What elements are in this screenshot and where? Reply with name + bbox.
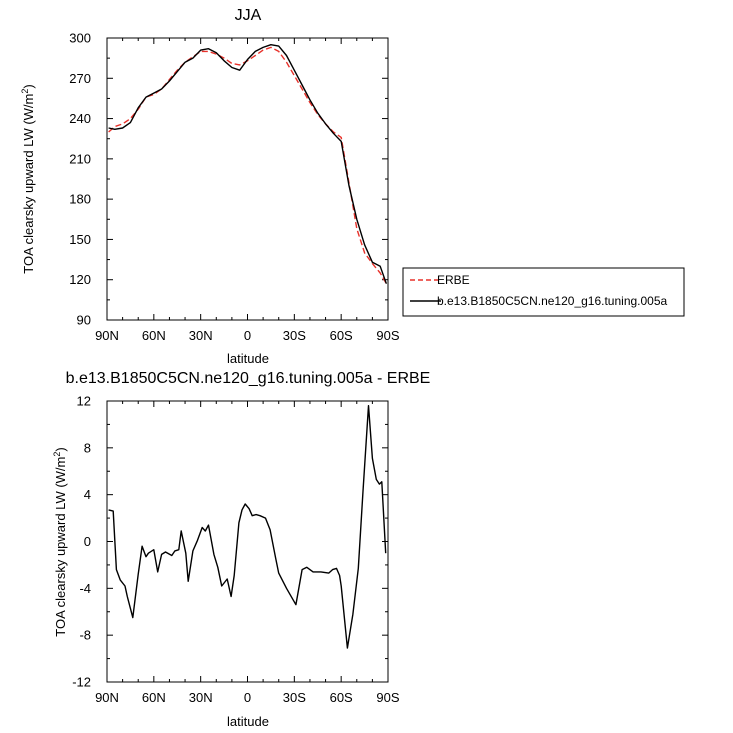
legend-label-model: b.e13.B1850C5CN.ne120_g16.tuning.005a <box>437 294 668 308</box>
bottom-y-tick-label: -4 <box>79 581 91 596</box>
bottom-y-tick-label: 0 <box>84 534 91 549</box>
top-x-tick-label: 60N <box>142 328 166 343</box>
bottom-x-tick-label: 30N <box>189 690 213 705</box>
bottom-chart-title: b.e13.B1850C5CN.ne120_g16.tuning.005a - … <box>66 370 431 387</box>
bottom-y-tick-label: 4 <box>84 487 91 502</box>
legend-box <box>402 267 685 317</box>
top-plot-frame <box>106 37 389 321</box>
bottom-y-tick-label: -8 <box>79 628 91 643</box>
top-y-axis-label: TOA clearsky upward LW (W/m2) <box>20 84 36 273</box>
bottom-x-tick-label: 60N <box>142 690 166 705</box>
bottom-plot-frame <box>106 400 389 683</box>
top-series-line-0 <box>108 46 388 285</box>
top-y-tick-label: 180 <box>69 192 91 207</box>
bottom-series-line-0 <box>108 405 387 649</box>
top-x-tick-label: 0 <box>244 328 251 343</box>
bottom-x-tick-label: 0 <box>244 690 251 705</box>
legend: ERBE b.e13.B1850C5CN.ne120_g16.tuning.00… <box>402 267 685 317</box>
bottom-plot-area: 90N 60N 30N 0 30S 60S 90S -12 -8 -4 0 4 8 12 <box>72 394 400 706</box>
top-chart-title: JJA <box>235 7 262 24</box>
bottom-x-axis-label: latitude <box>227 714 269 729</box>
bottom-x-tick-label: 60S <box>330 690 353 705</box>
bottom-y-tick-label: -12 <box>72 675 91 690</box>
top-x-tick-label: 30S <box>283 328 306 343</box>
bottom-y-axis-label: TOA clearsky upward LW (W/m2) <box>52 447 68 636</box>
top-y-tick-label: 240 <box>69 111 91 126</box>
top-y-tick-label: 270 <box>69 71 91 86</box>
top-y-tick-label: 210 <box>69 151 91 166</box>
top-x-tick-label: 60S <box>330 328 353 343</box>
top-x-tick-label: 90N <box>95 328 119 343</box>
top-y-tick-label: 300 <box>69 31 91 46</box>
top-y-tick-label: 120 <box>69 272 91 287</box>
top-x-tick-label: 30N <box>189 328 213 343</box>
top-plot-area: 90N 60N 30N 0 30S 60S 90S 90 120 150 180 210 240 270 3… <box>69 31 400 344</box>
legend-label-erbe: ERBE <box>437 273 470 287</box>
bottom-y-tick-label: 8 <box>84 440 91 455</box>
bottom-y-tick-label: 12 <box>77 394 91 409</box>
bottom-x-tick-label: 90S <box>376 690 399 705</box>
top-y-tick-label: 90 <box>77 313 91 328</box>
top-panel: JJA 90N 60N 30N 0 30S 60S 90S 90 120 150 180 210 240… <box>20 7 400 366</box>
top-series-line-1 <box>108 44 388 284</box>
top-x-tick-label: 90S <box>376 328 399 343</box>
bottom-panel: b.e13.B1850C5CN.ne120_g16.tuning.005a - … <box>52 370 430 729</box>
top-y-tick-label: 150 <box>69 232 91 247</box>
bottom-x-tick-label: 30S <box>283 690 306 705</box>
top-x-axis-label: latitude <box>227 351 269 366</box>
bottom-x-tick-label: 90N <box>95 690 119 705</box>
